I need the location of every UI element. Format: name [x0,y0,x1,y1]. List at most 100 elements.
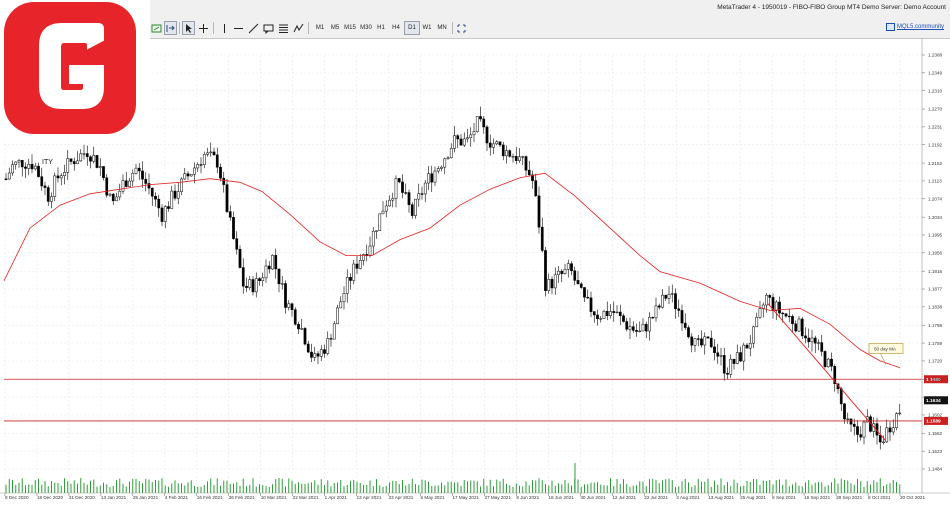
price-tick-label: 1.1523 [928,449,942,454]
candle-body [498,141,502,146]
price-tick-label: 1.2270 [928,107,942,112]
horizontal-levels[interactable]: 1.1680 1.1589 1.1634 [4,375,948,425]
candle-body [781,312,785,315]
timeframe-m1[interactable]: M1 [315,25,325,31]
text-label-icon[interactable] [262,21,275,35]
candle-body [300,328,304,330]
candle-body [222,177,226,185]
candle-body [540,226,544,251]
candle-body [202,154,206,165]
upper-level-tag [924,375,948,384]
candle-body [615,311,619,314]
candle-body [316,353,320,357]
candle-body [417,193,421,200]
candle-body [89,156,92,162]
candle-body [63,172,66,176]
crosshair-icon[interactable] [197,21,210,35]
objects-icon[interactable] [292,21,305,35]
candle-body [576,280,580,285]
candle-body [586,296,590,299]
mql5-community-link[interactable]: MQL5.community [885,23,944,31]
price-tick-label: 1.1602 [928,413,942,418]
candle-body [102,166,105,178]
price-tick-label: 1.2113 [928,179,942,184]
candle-body [453,135,456,149]
candle-body [14,161,18,165]
trendline[interactable] [767,303,887,442]
horizontal-line-icon[interactable] [232,21,245,35]
candle-body [375,230,378,232]
candle-body [160,207,164,222]
candle-body [371,230,375,247]
timeframe-m5[interactable]: M5 [330,25,340,31]
candle-body [654,305,658,319]
candle-body [297,324,300,330]
timeframe-w1[interactable]: W1 [422,25,432,31]
candle-body [225,184,229,212]
candle-body [228,211,232,218]
candle-body [238,248,242,268]
candle-body [264,265,268,279]
date-tick-label: 8 Oct 2021 [868,495,891,500]
candle-body [573,270,577,281]
candle-body [284,283,287,308]
candle-body [173,190,177,199]
candle-body [69,158,73,162]
candle-body [758,308,762,318]
candle-body [206,152,209,155]
timeframe-m15[interactable]: M15 [344,25,356,31]
autoscroll-icon[interactable] [150,21,163,35]
candle-body [430,173,434,183]
candle-body [352,263,356,281]
candle-body [349,277,352,281]
candle-body [336,307,339,325]
candle-body [667,293,671,299]
down-trendline[interactable] [767,303,887,442]
periodicity-icon[interactable] [455,21,468,35]
timeframe-mn[interactable]: MN [437,25,447,31]
cursor-icon[interactable] [182,21,195,35]
candle-body [368,245,372,256]
candle-body [43,185,47,188]
candle-body [810,337,814,343]
candle-body [661,294,664,308]
candle-body [472,131,476,136]
timeframe-d1[interactable]: D1 [404,21,420,35]
candle-body [267,265,271,270]
candle-body [817,342,820,344]
candle-body [716,352,720,357]
timeframe-h4[interactable]: H4 [392,25,400,31]
candle-body [878,434,882,443]
date-tick-label: 22 Jul 2021 [644,495,668,500]
vertical-line-icon[interactable] [218,21,231,35]
ma-annotation-box[interactable] [868,343,904,354]
candle-body [167,206,170,209]
candle-body [105,177,109,196]
candle-body [888,427,892,433]
candle-body [683,322,687,328]
timeframe-m30[interactable]: M30 [360,25,372,31]
candle-body [732,358,736,364]
trendline-icon[interactable] [247,21,260,35]
fibonacci-icon[interactable] [277,21,290,35]
candle-body [362,254,365,261]
date-tick-label: 3 Aug 2021 [676,495,700,500]
window-title: MetaTrader 4 - 1950019 - FIBO-FIBO Group… [717,4,946,11]
price-tick-label: 1.1680 [928,377,942,382]
candle-body [446,157,450,160]
price-chart[interactable]: 1.1680 1.1589 1.1634 1.2388 1.2349 1.2310 1.2… [0,38,950,500]
candle-body [696,338,700,340]
candle-body [30,164,34,170]
candle-body [774,301,778,311]
price-tick-label: 1.2034 [928,215,942,220]
price-tick-label: 1.1956 [928,251,942,256]
chart-shift-icon[interactable] [164,21,177,35]
candle-body [154,195,157,200]
ma-annotation[interactable]: 50 day MA [868,343,904,365]
candle-body [784,313,788,317]
candle-body [677,308,681,311]
candle-body [641,323,645,332]
timeframe-h1[interactable]: H1 [377,25,385,31]
candle-body [150,187,154,197]
